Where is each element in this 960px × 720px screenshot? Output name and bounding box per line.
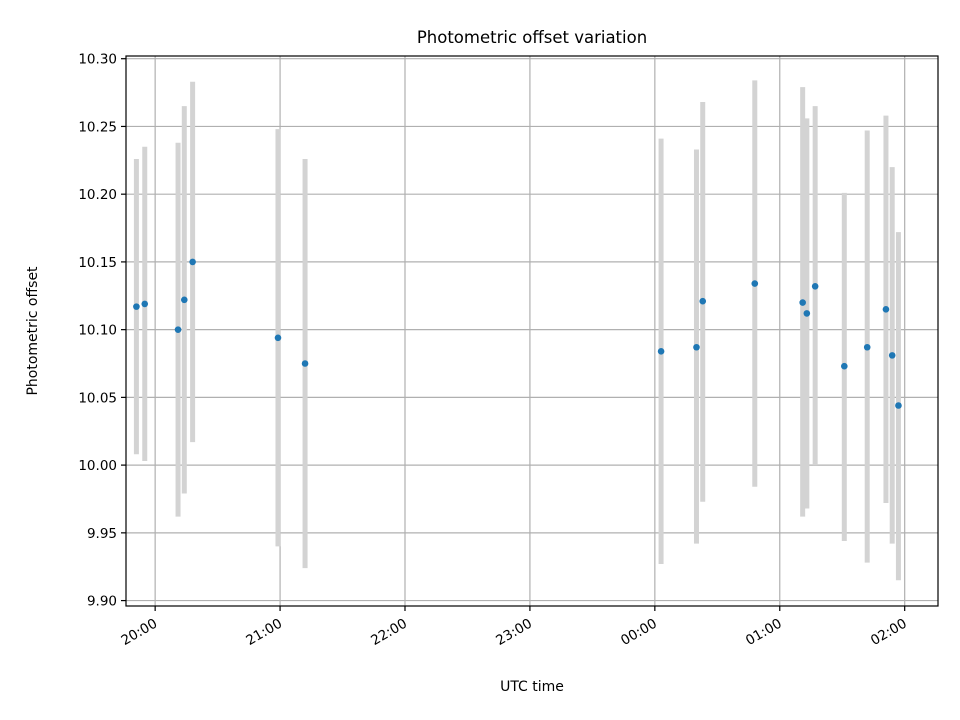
data-point bbox=[803, 310, 811, 317]
x-tick-label: 23:00 bbox=[493, 616, 535, 649]
chart-title: Photometric offset variation bbox=[417, 28, 647, 47]
y-tick-label: 10.10 bbox=[78, 323, 117, 339]
x-tick-label: 22:00 bbox=[368, 616, 410, 649]
y-tick-label: 10.15 bbox=[78, 255, 117, 271]
data-point bbox=[174, 326, 182, 333]
y-tick-label: 10.25 bbox=[78, 119, 117, 135]
y-tick-label: 10.05 bbox=[78, 390, 117, 406]
y-tick-label: 9.95 bbox=[87, 526, 117, 542]
x-tick-label: 00:00 bbox=[618, 616, 660, 649]
data-point bbox=[882, 306, 890, 313]
y-tick-label: 10.30 bbox=[78, 52, 117, 68]
x-axis: 20:00 21:00 22:00 23:00 00:00 01:00 02:00 bbox=[118, 606, 910, 649]
data-point bbox=[841, 362, 848, 370]
data-point bbox=[888, 352, 896, 359]
y-tick-label: 9.90 bbox=[87, 594, 117, 610]
y-tick-label: 10.20 bbox=[78, 187, 117, 203]
data-point bbox=[180, 296, 188, 304]
x-tick-label: 02:00 bbox=[868, 616, 910, 649]
x-tick-label: 01:00 bbox=[743, 616, 785, 649]
x-axis-title: UTC time bbox=[500, 679, 564, 695]
data-point bbox=[657, 348, 665, 355]
data-point bbox=[799, 299, 806, 306]
data-point bbox=[189, 258, 196, 266]
data-point bbox=[863, 343, 871, 351]
data-point bbox=[693, 343, 700, 351]
y-axis: 9.90 9.95 10.00 10.05 10.10 10.15 10.20 10.25 10… bbox=[78, 52, 126, 610]
y-tick-label: 10.00 bbox=[78, 458, 117, 474]
data-point bbox=[751, 280, 759, 287]
data-point bbox=[811, 282, 819, 290]
data-point bbox=[301, 360, 309, 367]
data-point bbox=[699, 297, 707, 305]
data-points bbox=[133, 258, 902, 409]
data-point bbox=[274, 334, 282, 342]
data-point bbox=[895, 402, 902, 409]
data-point bbox=[133, 303, 140, 310]
x-tick-label: 21:00 bbox=[243, 616, 285, 649]
plot-frame bbox=[125, 55, 939, 607]
y-axis-title: Photometric offset bbox=[25, 266, 41, 396]
error-bars bbox=[133, 80, 901, 581]
data-point bbox=[141, 300, 149, 308]
x-tick-label: 20:00 bbox=[118, 616, 160, 649]
